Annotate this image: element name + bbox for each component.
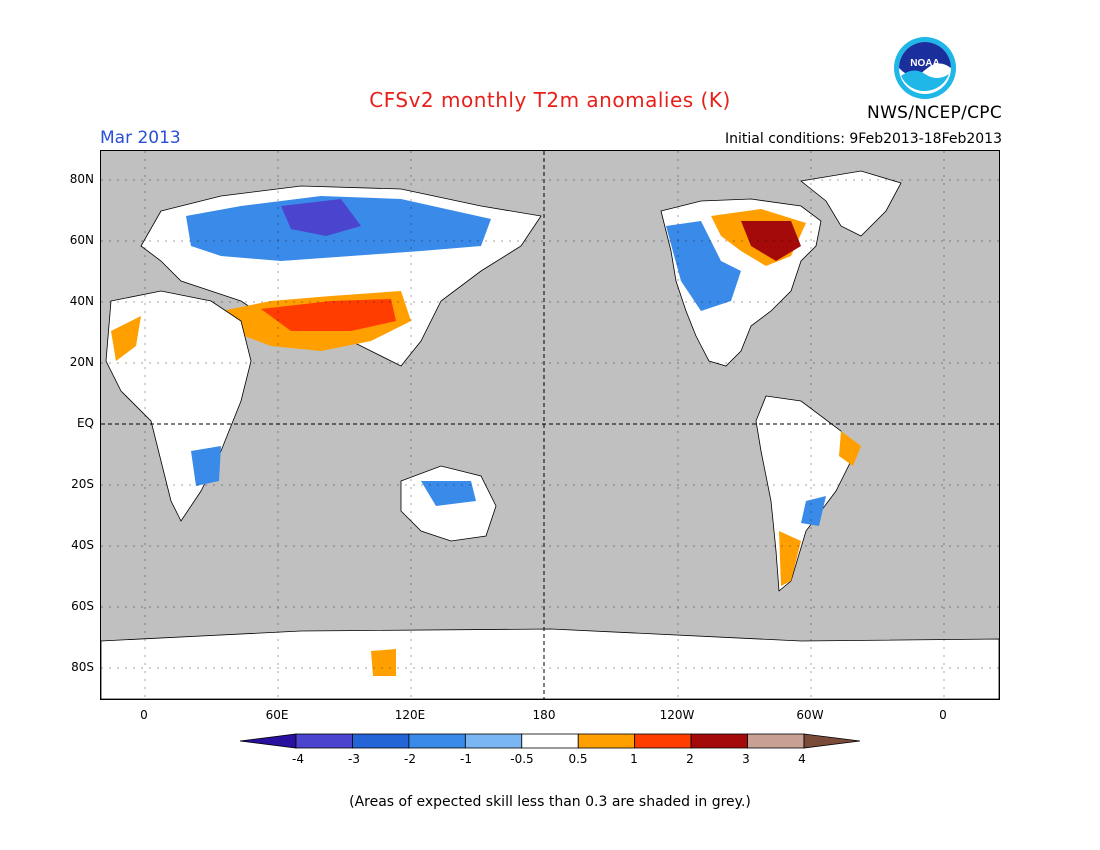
colorbar-segment: [690, 733, 748, 749]
lat-label: 60S: [71, 599, 94, 613]
forecast-month: Mar 2013: [100, 128, 181, 148]
colorbar-segment: [295, 733, 353, 749]
colorbar-segment: [747, 733, 805, 749]
colorbar-label: -3: [348, 752, 360, 766]
colorbar-segment: [634, 733, 692, 749]
colorbar-segment: [521, 733, 579, 749]
colorbar-segments: [239, 733, 861, 749]
lat-label: 60N: [69, 233, 94, 247]
colorbar-label: -1: [460, 752, 472, 766]
colorbar-label: -2: [404, 752, 416, 766]
na-cold: [666, 221, 741, 311]
colorbar: [239, 733, 861, 749]
colorbar-label: -0.5: [510, 752, 534, 766]
initial-conditions: Initial conditions: 9Feb2013-18Feb2013: [725, 131, 1002, 147]
patagonia-warm: [779, 531, 801, 586]
map-svg: [100, 151, 1000, 700]
colorbar-segment: [408, 733, 466, 749]
sa-cold: [801, 496, 826, 526]
australia-cold: [421, 481, 476, 506]
chart-title: CFSv2 monthly T2m anomalies (K): [369, 88, 731, 112]
lon-label: 0: [140, 708, 148, 722]
colorbar-label: 1: [630, 752, 638, 766]
colorbar-arrow-high: [803, 733, 861, 749]
antarctica-warm: [371, 649, 396, 676]
lon-label: 120W: [659, 708, 695, 722]
colorbar-label: 4: [798, 752, 806, 766]
lat-label: 20S: [71, 477, 94, 491]
africa-cold: [191, 446, 221, 486]
graticule: [101, 151, 999, 699]
noaa-logo: NOAA: [894, 37, 956, 99]
lon-label: 60W: [796, 708, 824, 722]
lat-label: 40N: [69, 294, 94, 308]
nw-africa-warm: [111, 316, 141, 361]
lon-label: 0: [939, 708, 947, 722]
lat-label: 20N: [69, 355, 94, 369]
colorbar-label: 0.5: [568, 752, 588, 766]
colorbar-arrow-low: [239, 733, 297, 749]
brazil-warm: [839, 431, 861, 466]
colorbar-label: -4: [292, 752, 304, 766]
colorbar-label: 2: [686, 752, 694, 766]
lat-label: EQ: [76, 416, 94, 430]
greenland: [800, 170, 902, 237]
anomaly-map: [100, 150, 1000, 700]
lon-label: 180: [532, 708, 556, 722]
skill-note: (Areas of expected skill less than 0.3 a…: [349, 794, 751, 810]
colorbar-segment: [577, 733, 636, 749]
logo-text: NOAA: [910, 58, 939, 69]
lat-label: 80S: [71, 660, 94, 674]
lon-label: 60E: [265, 708, 289, 722]
colorbar-segment: [352, 733, 410, 749]
colorbar-segment: [464, 733, 523, 749]
lat-label: 80N: [69, 172, 94, 186]
asia-hot: [261, 299, 396, 331]
lon-label: 120E: [394, 708, 426, 722]
canada-hot: [741, 221, 801, 261]
lat-label: 40S: [71, 538, 94, 552]
colorbar-label: 3: [742, 752, 750, 766]
siberia-very-cold: [281, 199, 361, 236]
organization-label: NWS/NCEP/CPC: [867, 103, 1002, 123]
